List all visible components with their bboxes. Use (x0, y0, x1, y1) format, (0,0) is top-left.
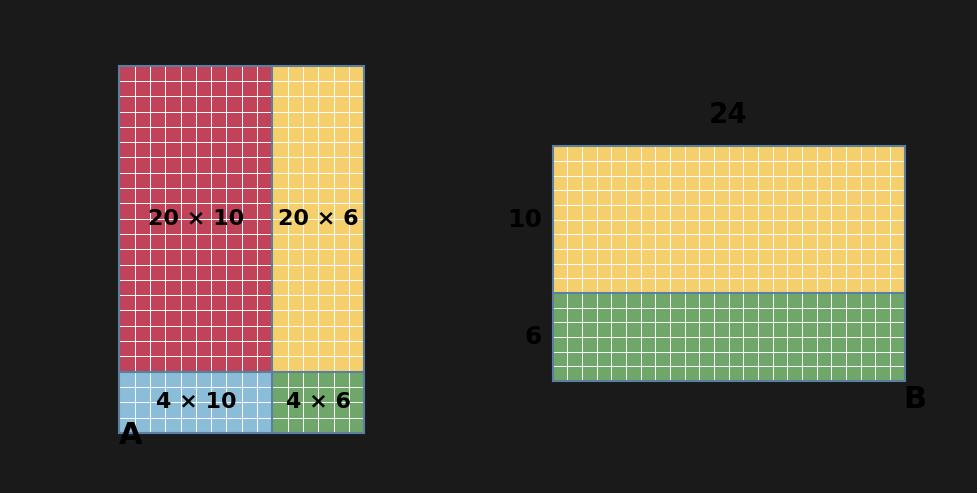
Text: 4 × 10: 4 × 10 (155, 392, 235, 412)
Bar (272, 372, 363, 433)
Text: 20 × 10: 20 × 10 (148, 209, 243, 229)
Bar (272, 66, 363, 372)
Text: 6: 6 (525, 325, 541, 349)
Text: 24: 24 (708, 101, 747, 129)
Text: 4 × 6: 4 × 6 (285, 392, 351, 412)
Text: 10: 10 (507, 208, 541, 232)
Text: B: B (903, 385, 925, 414)
Bar (552, 293, 904, 381)
Bar (119, 66, 272, 372)
Text: 20 × 6: 20 × 6 (277, 209, 359, 229)
Bar (552, 146, 904, 293)
Bar (119, 372, 272, 433)
Text: A: A (118, 421, 142, 450)
